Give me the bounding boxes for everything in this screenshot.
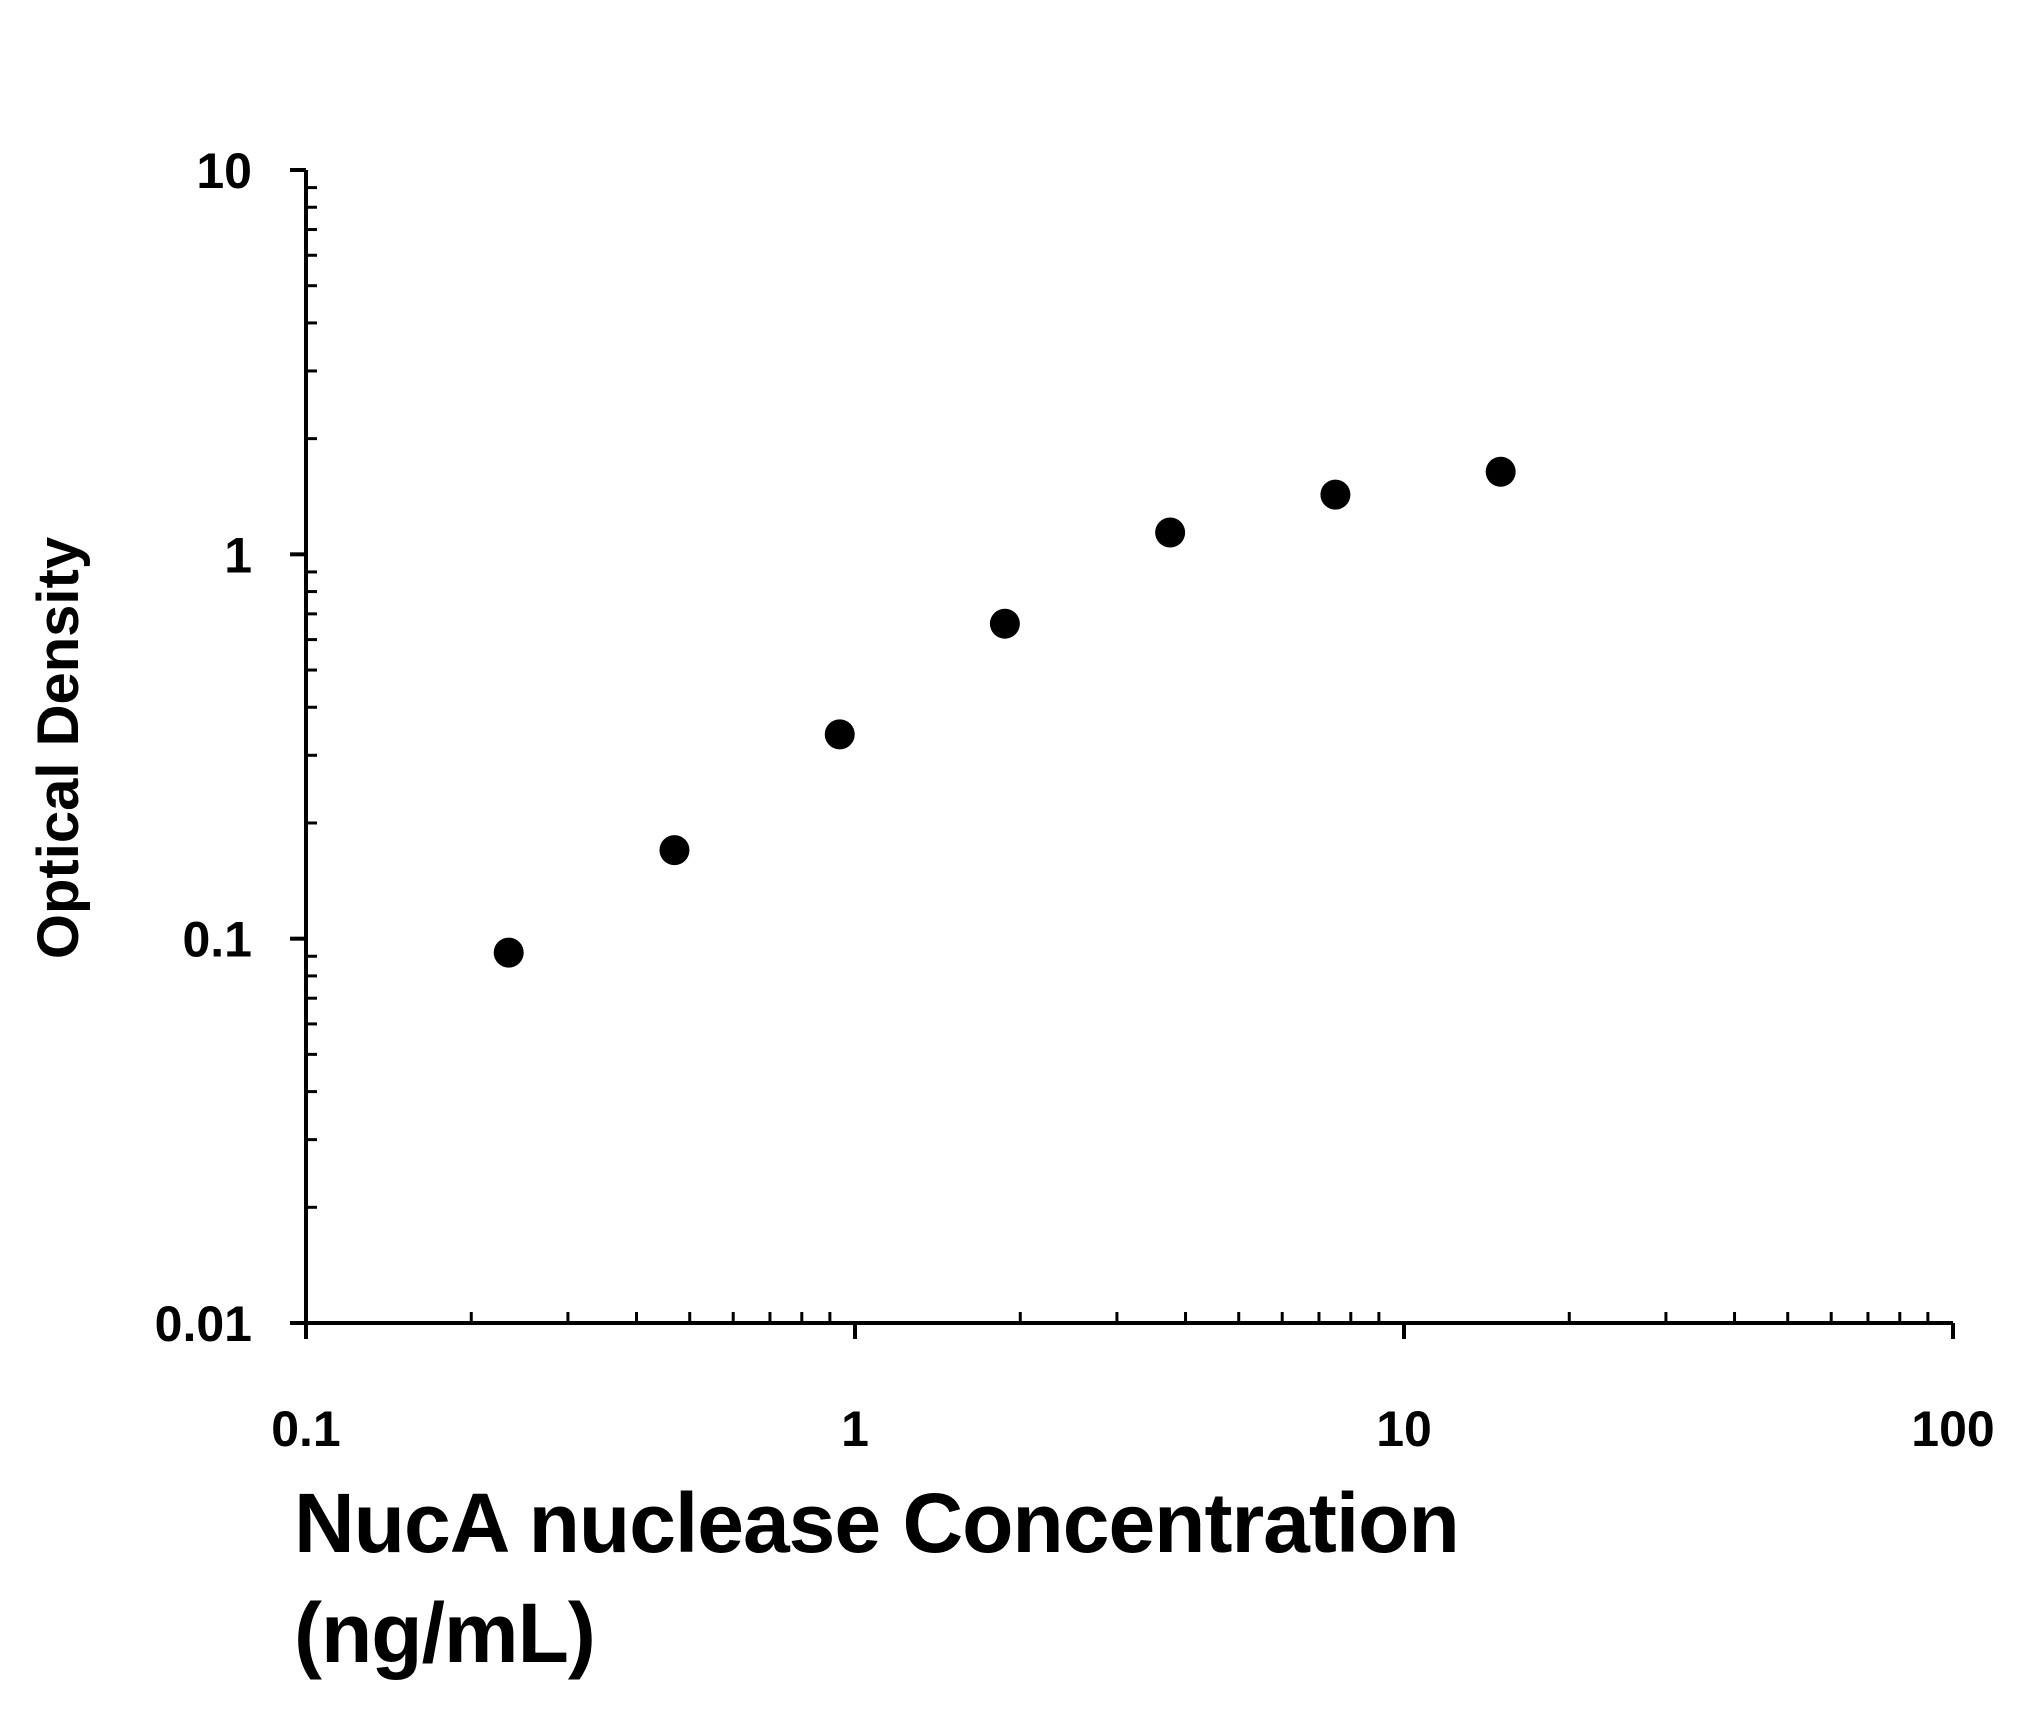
data-point <box>659 835 690 866</box>
data-point <box>493 937 524 968</box>
data-point <box>1155 517 1186 548</box>
x-tick-label: 1 <box>841 1401 869 1457</box>
data-points <box>493 456 1516 968</box>
y-tick-label: 1 <box>224 527 252 583</box>
data-point <box>1485 456 1516 487</box>
x-axis-title-line-2: (ng/mL) <box>294 1586 596 1680</box>
y-axis-ticks: 0.01 0.1 1 10 <box>155 143 306 1352</box>
data-point <box>1320 479 1351 510</box>
x-tick-label: 0.1 <box>271 1401 341 1457</box>
x-axis-title: NucA nuclease Concentration (ng/mL) <box>294 1468 1794 1688</box>
x-tick-label: 10 <box>1376 1401 1432 1457</box>
y-tick-label: 10 <box>196 143 252 199</box>
minor-ticks <box>306 186 1930 1323</box>
x-tick-label: 100 <box>1911 1401 1994 1457</box>
x-axis-ticks: 0.1 1 10 100 <box>271 1323 1995 1457</box>
data-point <box>989 608 1020 639</box>
y-tick-label: 0.1 <box>182 912 252 968</box>
y-tick-label: 0.01 <box>155 1296 252 1352</box>
y-axis-title: Optical Density <box>26 537 91 959</box>
x-axis-title-line-1: NucA nuclease Concentration <box>294 1476 1460 1570</box>
data-point <box>824 719 855 750</box>
